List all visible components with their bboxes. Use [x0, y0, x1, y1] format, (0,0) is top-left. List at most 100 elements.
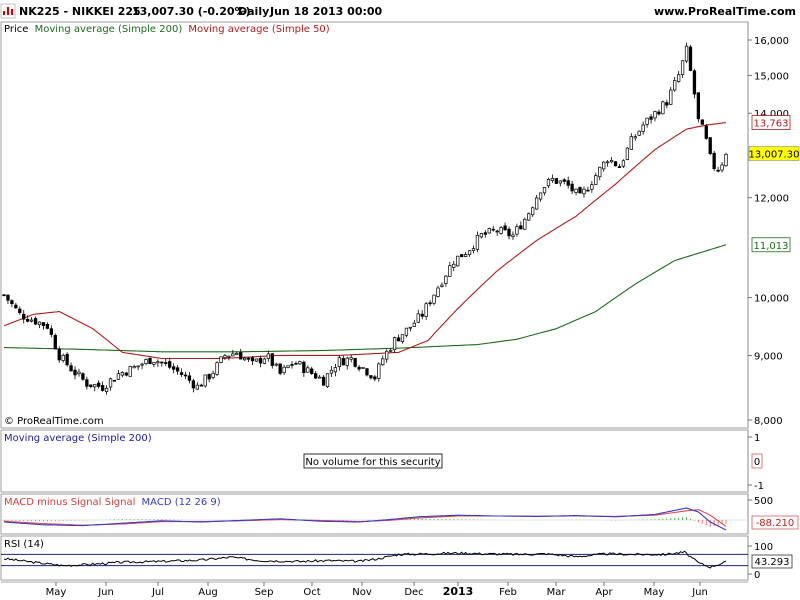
candle-body	[306, 367, 310, 373]
candle-body	[598, 166, 602, 178]
price-legend: Price Moving average (Simple 200) Moving…	[4, 24, 330, 35]
candle-body	[120, 372, 125, 376]
candle-body	[605, 161, 610, 164]
candle	[337, 355, 342, 371]
title-bar: NK225 - NIKKEI 225 13,007.30 (-0.20%) Da…	[0, 3, 796, 19]
candle	[511, 231, 515, 240]
candle-body	[187, 375, 192, 381]
candle	[381, 355, 385, 366]
candle	[37, 321, 42, 329]
candle-body	[33, 318, 38, 325]
candle-body	[266, 353, 270, 359]
candle	[333, 363, 338, 377]
candle-body	[471, 248, 476, 251]
candle	[487, 227, 491, 234]
macd-panel: MACD minus Signal Signal MACD (12 26 9) …	[0, 493, 799, 535]
candle	[357, 365, 361, 372]
candle-body	[18, 308, 22, 314]
candle	[329, 366, 334, 378]
candle-body	[527, 213, 531, 221]
rsi-value-tag: 43.293	[755, 557, 790, 568]
candle-body	[594, 175, 598, 185]
candle	[168, 357, 172, 370]
rsi-title: RSI (14)	[4, 539, 44, 550]
candle	[523, 217, 527, 230]
candle	[325, 373, 330, 388]
candle	[361, 367, 365, 370]
candle	[609, 157, 614, 164]
candle-body	[538, 192, 543, 200]
candle	[215, 361, 219, 377]
candle-body	[361, 367, 365, 369]
candle	[400, 334, 405, 344]
candle-body	[136, 365, 140, 368]
candle	[81, 372, 85, 381]
candle	[657, 109, 661, 116]
candle-body	[337, 357, 342, 368]
candle	[531, 206, 535, 217]
price-y-axis: 8,000 9,000 10,000 12,000 14,000 15,000 16,000	[747, 22, 789, 428]
candle-body	[2, 294, 6, 297]
rsi-line	[3, 550, 727, 569]
candle-body	[353, 358, 357, 367]
candle	[219, 356, 223, 364]
macd-legend-b: MACD (12 26 9)	[142, 497, 221, 508]
candle-body	[333, 367, 338, 373]
candle-body	[523, 218, 527, 230]
macd-y-axis: 500	[747, 494, 773, 534]
candle-body	[302, 361, 306, 373]
candle-body	[602, 161, 606, 170]
rsi-tick-label: 0	[754, 570, 760, 581]
candle-body	[452, 263, 456, 268]
x-tick-label: Feb	[499, 587, 517, 598]
candle	[61, 353, 65, 363]
candle-body	[243, 357, 247, 361]
candle-body	[661, 101, 665, 115]
macd-tick-label: 500	[754, 496, 773, 507]
candle-body	[460, 254, 464, 258]
candle-body	[440, 284, 444, 287]
candle	[669, 87, 673, 105]
candle	[688, 45, 693, 72]
candle	[456, 255, 460, 267]
candle	[120, 371, 125, 378]
candle-body	[724, 154, 728, 167]
candle	[85, 376, 89, 390]
candle-body	[203, 374, 207, 387]
candle	[673, 76, 677, 92]
candle	[282, 364, 286, 375]
candle-body	[424, 303, 428, 317]
candle	[598, 166, 602, 181]
candle-body	[388, 349, 393, 352]
candle-body	[511, 234, 515, 237]
candle-body	[282, 366, 286, 374]
candle	[179, 368, 184, 378]
candle-body	[669, 89, 673, 105]
candle	[223, 353, 227, 360]
x-tick-label: Aug	[198, 587, 218, 598]
candle	[258, 355, 263, 368]
candle-body	[108, 378, 113, 388]
candle	[527, 212, 531, 221]
candle-body	[172, 366, 176, 370]
candle-body	[625, 147, 630, 160]
candle-body	[400, 334, 405, 343]
candle	[302, 360, 306, 377]
rsi-tick-label: 100	[754, 542, 773, 553]
candle-body	[542, 187, 547, 194]
candle	[720, 161, 724, 173]
ma200-tag-label: 11,013	[754, 241, 789, 252]
price-tick-label: 16,000	[754, 36, 789, 47]
candle	[128, 365, 132, 377]
candle-body	[357, 366, 361, 370]
candle	[519, 221, 523, 230]
candle-body	[554, 178, 558, 184]
candle-body	[10, 300, 14, 305]
candle	[696, 92, 701, 123]
candle	[239, 348, 243, 360]
candle-body	[479, 233, 484, 238]
candle-body	[93, 383, 97, 388]
candle	[629, 133, 633, 150]
candle	[89, 384, 93, 389]
candle-body	[199, 384, 203, 387]
